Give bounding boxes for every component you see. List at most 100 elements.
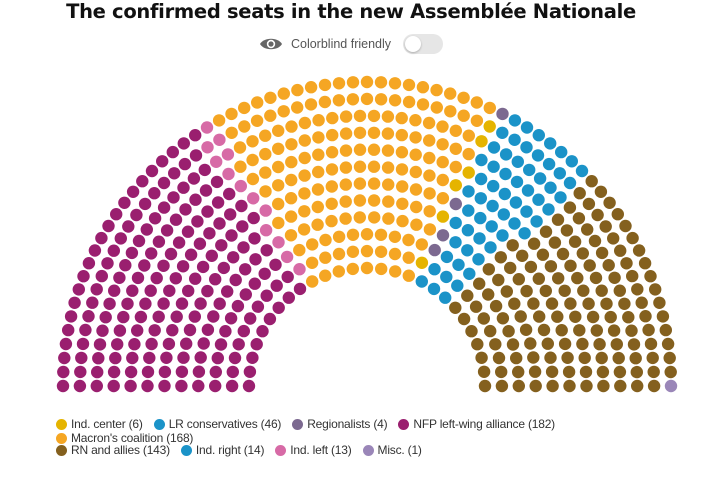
seat-rn (512, 365, 525, 379)
legend-item[interactable]: Ind. center (6) (56, 417, 143, 431)
seat-nfp (68, 296, 81, 309)
seat-right (532, 193, 545, 206)
seat-lr (542, 157, 556, 171)
hemicycle-chart (56, 75, 678, 393)
seat-nfp (260, 289, 273, 302)
seat-rn (536, 248, 550, 261)
seat-macron (402, 269, 415, 282)
seat-rn (585, 175, 598, 188)
seat-nfp (224, 208, 237, 221)
seat-macron (367, 194, 381, 207)
seat-nfp (192, 365, 206, 378)
seat-lr (531, 149, 545, 162)
seat-lr (462, 185, 475, 198)
seat-rn (552, 272, 565, 285)
seat-left (221, 148, 235, 161)
legend-row-1: Ind. center (6) LR conservatives (46) Regi… (56, 417, 696, 445)
seat-lr (555, 145, 568, 159)
seat-macron (360, 261, 374, 275)
seat-nfp (131, 324, 144, 337)
seat-macron (409, 114, 422, 127)
seat-macron (436, 155, 449, 169)
seat-macron (396, 180, 409, 193)
seat-nfp (177, 181, 190, 194)
legend-label: Ind. center (6) (71, 417, 143, 431)
seat-rn (572, 212, 586, 225)
seat-left (259, 224, 273, 237)
seat-rn (561, 351, 574, 364)
seat-macron (272, 216, 285, 230)
seat-macron (297, 223, 311, 236)
seat-rn (586, 310, 600, 324)
seat-macron (306, 275, 319, 288)
legend-swatch (398, 418, 410, 430)
seat-nfp (157, 259, 170, 272)
seat-macron (395, 111, 408, 125)
legend-item[interactable]: LR conservatives (46) (153, 417, 281, 431)
seat-macron (462, 129, 475, 142)
seat-rn (496, 312, 510, 325)
seat-nfp (121, 297, 134, 310)
seat-nfp (269, 258, 282, 271)
seat-macron (339, 212, 352, 225)
legend-item[interactable]: NFP left-wing alliance (182) (398, 417, 555, 431)
seat-macron (353, 177, 367, 190)
seat-rn (475, 351, 488, 364)
legend-item[interactable]: RN and allies (143) (56, 443, 170, 457)
seat-macron (318, 78, 332, 92)
legend-label: Regionalists (4) (307, 417, 388, 431)
seat-nfp (177, 137, 190, 150)
seat-nfp (169, 272, 182, 285)
seat-nfp (82, 310, 95, 323)
seat-rn (556, 247, 570, 261)
seat-nfp (156, 155, 169, 168)
seat-rn (514, 310, 527, 323)
seat-macron (234, 160, 247, 173)
seat-rn (578, 351, 591, 365)
legend-swatch (56, 418, 67, 430)
legend-item[interactable]: Ind. left (13) (275, 443, 352, 457)
legend-item[interactable]: Regionalists (4) (292, 417, 388, 431)
legend-item[interactable]: Misc. (1) (362, 443, 422, 457)
seat-nfp (126, 284, 139, 297)
seat-macron (422, 116, 436, 130)
seat-macron (312, 165, 325, 179)
seat-macron (272, 160, 285, 174)
seat-nfp (58, 351, 71, 365)
seat-macron (346, 262, 359, 276)
seat-nfp (143, 351, 156, 365)
seat-rn (449, 301, 462, 314)
seat-macron (304, 81, 318, 94)
legend-item[interactable]: Macron's coalition (168) (56, 431, 193, 445)
seat-nfp (221, 285, 234, 298)
seat-lr (487, 141, 501, 154)
seat-macron (374, 228, 388, 241)
seat-macron (396, 214, 409, 228)
seat-rn (564, 297, 577, 310)
seat-macron (353, 109, 367, 123)
seat-macron (212, 114, 226, 127)
colorblind-toggle[interactable] (403, 34, 444, 54)
seat-nfp (225, 379, 239, 393)
seat-nfp (242, 379, 256, 393)
seat-lr (428, 263, 441, 276)
legend-item[interactable]: Ind. right (14) (180, 443, 264, 457)
seat-nfp (125, 246, 139, 260)
seat-nfp (77, 270, 90, 283)
seat-rn (495, 379, 509, 393)
seat-nfp (110, 208, 123, 221)
seat-macron (259, 185, 272, 198)
seat-nfp (211, 196, 225, 209)
seat-rn (639, 310, 652, 323)
seat-macron (470, 96, 483, 109)
seat-rn (558, 337, 572, 351)
seat-lr (498, 187, 511, 201)
seat-left (247, 192, 260, 205)
seat-lr (473, 232, 486, 245)
seat-lr (511, 155, 524, 168)
seat-rn (519, 323, 533, 336)
seat-nfp (96, 324, 109, 337)
seat-macron (423, 134, 436, 147)
seat-macron (250, 114, 264, 127)
seat-nfp (228, 351, 242, 365)
